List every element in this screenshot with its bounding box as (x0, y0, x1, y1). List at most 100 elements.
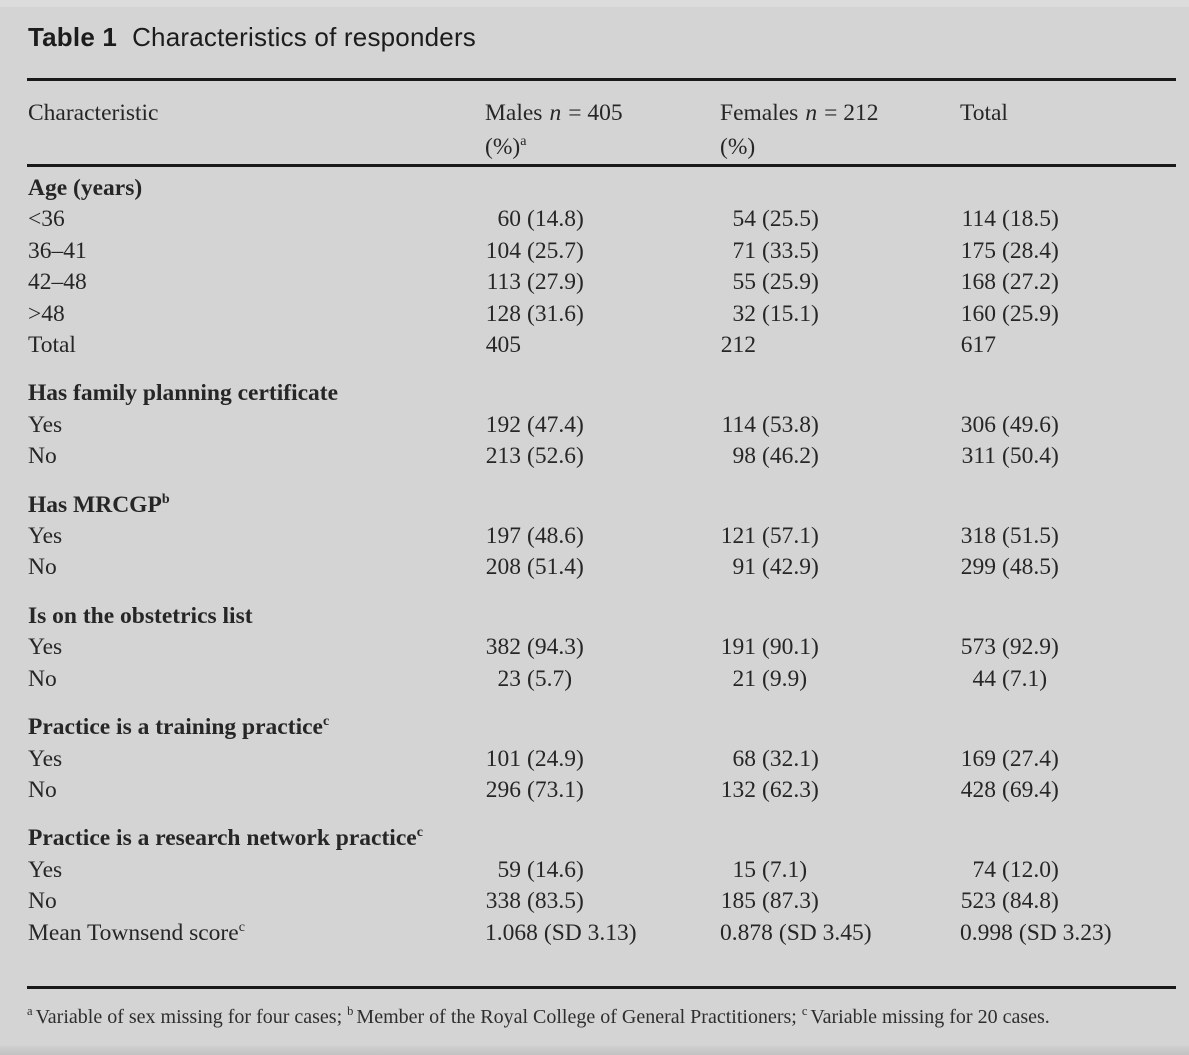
cell-count: 617 (960, 332, 996, 359)
table-caption-text: Characteristics of responders (132, 22, 477, 52)
row-label-text: Yes (28, 634, 63, 661)
scan-edge-bottom (0, 1046, 1189, 1055)
column-header-count: = 212 (824, 100, 879, 126)
table-section: Age (years) <36 60 (14.8) 54 (25.5) 114 (18.5) 3… (28, 173, 1176, 361)
column-header-line1: Males n = 405 (485, 96, 720, 130)
table-section: Is on the obstetrics list Yes 382 (94.3) 191… (28, 601, 1176, 695)
row-label-text: Yes (28, 856, 63, 883)
cell-percent: (27.9) (527, 269, 584, 296)
cell-count: 114 (961, 206, 996, 233)
column-header-total: Total (960, 96, 1176, 164)
row-label-text: >48 (28, 300, 65, 327)
cell-percent: (27.2) (1002, 269, 1059, 296)
cell-total: 318 (51.5) (960, 521, 1176, 552)
cell-count: 1.068 (485, 919, 538, 946)
cell-percent: (31.6) (527, 300, 584, 327)
column-header-line1: Females n = 212 (720, 96, 960, 130)
table-body: Age (years) <36 60 (14.8) 54 (25.5) 114 (18.5) 3… (28, 173, 1176, 966)
row-label-text: No (28, 888, 57, 915)
row-label-text: Total (28, 332, 76, 359)
cell-females: 212 (720, 330, 960, 361)
table-row: Yes 101 (24.9) 68 (32.1) 169 (27.4) (28, 744, 1176, 775)
section-heading-text: Has MRCGP (28, 491, 162, 518)
cell-percent: (51.5) (1002, 523, 1059, 550)
cell-count: 21 (732, 665, 757, 692)
table-row: No 296 (73.1) 132 (62.3) 428 (69.4) (28, 775, 1176, 806)
table-row: Yes 59 (14.6) 15 (7.1) 74 (12.0) (28, 855, 1176, 886)
cell-total: 573 (92.9) (960, 632, 1176, 663)
row-label: Yes (28, 410, 485, 441)
cell-count: 338 (485, 888, 521, 915)
cell-count: 98 (732, 443, 757, 470)
row-label-text: Yes (28, 523, 63, 550)
cell-count: 168 (960, 269, 996, 296)
cell-percent: (69.4) (1002, 776, 1059, 803)
cell-percent: (12.0) (1002, 856, 1059, 883)
cell-males: 213 (52.6) (485, 441, 720, 472)
table-caption-label: Table 1 (28, 22, 118, 52)
section-heading: Practice is a research network practicec (28, 823, 1176, 854)
cell-count: 523 (960, 888, 996, 915)
cell-males: 382 (94.3) (485, 632, 720, 663)
footnote-marker-a: a (27, 1004, 33, 1019)
divider-top (27, 78, 1176, 81)
cell-females: 91 (42.9) (720, 552, 960, 583)
cell-count: 0.878 (720, 919, 773, 946)
cell-percent: (7.1) (1002, 665, 1048, 692)
cell-count: 573 (960, 634, 996, 661)
cell-count: 74 (972, 856, 997, 883)
cell-count: 405 (485, 332, 521, 359)
cell-count: 299 (960, 554, 996, 581)
cell-percent: (90.1) (762, 634, 819, 661)
cell-females: 185 (87.3) (720, 886, 960, 917)
table-row: >48 128 (31.6) 32 (15.1) 160 (25.9) (28, 299, 1176, 330)
cell-percent: (62.3) (762, 776, 819, 803)
column-header-males: Males n = 405 (%)a (485, 96, 720, 164)
row-label: 42–48 (28, 267, 485, 298)
column-header-line2: (%)a (485, 130, 720, 164)
cell-females: 0.878 (SD 3.45) (720, 918, 960, 949)
row-label-text: No (28, 443, 57, 470)
row-label: No (28, 441, 485, 472)
cell-count: 71 (732, 237, 757, 264)
cell-females: 54 (25.5) (720, 204, 960, 235)
table-section: Has family planning certificate Yes 192 (47… (28, 378, 1176, 472)
cell-count: 128 (485, 300, 521, 327)
section-heading-text: Practice is a training practice (28, 714, 323, 741)
cell-total: 299 (48.5) (960, 552, 1176, 583)
cell-total: 0.998 (SD 3.23) (960, 918, 1176, 949)
cell-males: 208 (51.4) (485, 552, 720, 583)
cell-total: 311 (50.4) (960, 441, 1176, 472)
row-label: <36 (28, 204, 485, 235)
column-header-line2: (%) (720, 130, 960, 164)
cell-percent: (53.8) (762, 411, 819, 438)
row-label: Yes (28, 744, 485, 775)
column-header-label: Total (960, 100, 1008, 126)
cell-percent: (50.4) (1002, 443, 1059, 470)
cell-females: 191 (90.1) (720, 632, 960, 663)
table-row: Mean Townsend scorec 1.068 (SD 3.13) 0.878(… (28, 918, 1176, 949)
table-row: Total 405 212 617 (28, 330, 1176, 361)
cell-females: 55 (25.9) (720, 267, 960, 298)
cell-total: 44 (7.1) (960, 664, 1176, 695)
cell-percent: (25.5) (762, 206, 819, 233)
cell-percent: (73.1) (527, 776, 584, 803)
cell-count: 114 (721, 411, 756, 438)
table-section: Practice is a training practicec Yes 101 (2… (28, 712, 1176, 806)
table-row: Yes 382 (94.3) 191 (90.1) 573 (92.9) (28, 632, 1176, 663)
cell-percent: (14.8) (527, 206, 584, 233)
cell-count: 55 (732, 269, 757, 296)
cell-count: 212 (720, 332, 756, 359)
cell-count: 197 (485, 523, 521, 550)
row-label-text: Yes (28, 411, 63, 438)
cell-percent: (SD 3.23) (1018, 919, 1112, 946)
table-row: No 208 (51.4) 91 (42.9) 299 (48.5) (28, 552, 1176, 583)
footnote-marker-c: c (322, 714, 330, 730)
table-row: <36 60 (14.8) 54 (25.5) 114 (18.5) (28, 204, 1176, 235)
cell-percent: (SD 3.13) (543, 919, 637, 946)
cell-count: 113 (486, 269, 521, 296)
table-row: No 23 (5.7) 21 (9.9) 44 (7.1) (28, 664, 1176, 695)
section-heading-row: Practice is a research network practicec (28, 823, 1176, 854)
row-label-text: 42–48 (28, 269, 87, 296)
table-caption: Table 1 Characteristics of responders (28, 22, 476, 53)
